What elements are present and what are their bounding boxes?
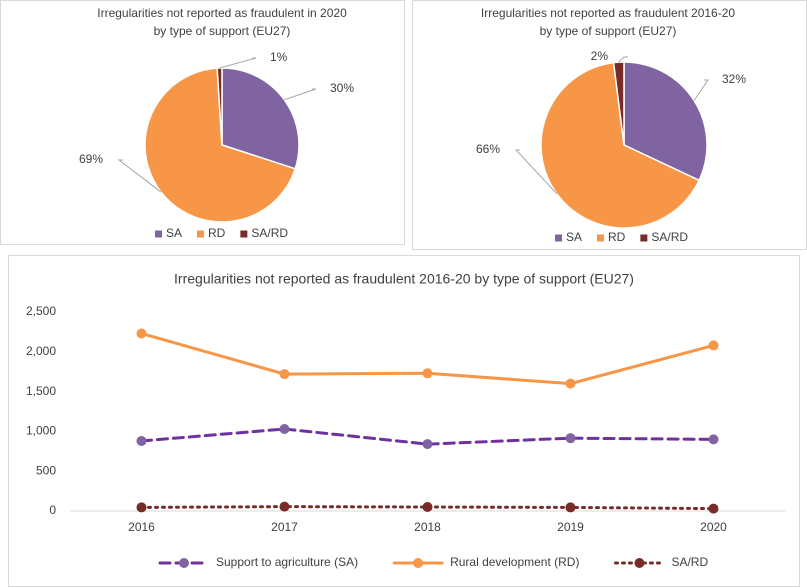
x-tick-label: 2016 bbox=[128, 520, 155, 534]
data-label: 66% bbox=[476, 142, 500, 156]
pie-slice bbox=[221, 67, 300, 170]
chart-title: Irregularities not reported as fraudulen… bbox=[174, 271, 634, 287]
data-point bbox=[422, 368, 433, 379]
leader-line bbox=[514, 149, 558, 195]
y-tick-label: 2,000 bbox=[26, 344, 56, 358]
y-tick-label: 0 bbox=[49, 503, 56, 517]
data-label: 32% bbox=[722, 72, 746, 86]
legend-swatch bbox=[555, 234, 562, 242]
chart-title: by type of support (EU27) bbox=[540, 24, 677, 38]
data-point bbox=[708, 434, 719, 445]
legend-label: Support to agriculture (SA) bbox=[216, 555, 358, 569]
legend-swatch bbox=[597, 234, 605, 242]
data-point bbox=[136, 328, 147, 339]
y-tick-label: 1,500 bbox=[26, 384, 56, 398]
y-tick-label: 500 bbox=[36, 463, 56, 477]
data-point bbox=[279, 501, 290, 512]
data-point bbox=[708, 503, 719, 514]
data-label: 2% bbox=[591, 49, 609, 63]
pie-slice bbox=[612, 61, 625, 146]
data-point bbox=[279, 424, 290, 435]
data-point bbox=[565, 502, 576, 513]
x-tick-label: 2020 bbox=[700, 520, 727, 534]
data-point bbox=[565, 378, 576, 389]
legend-swatch bbox=[155, 230, 162, 238]
chart-title: Irregularities not reported as fraudulen… bbox=[481, 6, 735, 20]
legend-label: SA/RD bbox=[251, 226, 288, 240]
legend-marker bbox=[179, 558, 189, 568]
legend-swatch bbox=[197, 230, 205, 238]
panel bbox=[8, 255, 800, 587]
leader-line bbox=[693, 79, 709, 101]
chart-title: Irregularities not reported as fraudulen… bbox=[97, 6, 347, 20]
leader-line bbox=[284, 88, 317, 101]
x-tick-label: 2019 bbox=[557, 520, 584, 534]
x-tick-label: 2017 bbox=[271, 520, 298, 534]
leader-line bbox=[219, 57, 257, 69]
data-point bbox=[422, 502, 433, 513]
legend-label: SA/RD bbox=[671, 555, 708, 569]
data-point bbox=[136, 435, 147, 446]
legend-marker bbox=[413, 558, 424, 568]
pie-slice bbox=[540, 61, 701, 229]
data-point bbox=[136, 502, 147, 513]
legend-label: SA/RD bbox=[651, 230, 688, 244]
legend-label: RD bbox=[208, 226, 226, 240]
data-point bbox=[422, 439, 433, 450]
data-label: 69% bbox=[79, 152, 103, 166]
legend-swatch bbox=[640, 234, 648, 242]
legend-label: SA bbox=[566, 230, 582, 244]
y-tick-label: 1,000 bbox=[26, 424, 56, 438]
data-point bbox=[279, 369, 290, 380]
legend-swatch bbox=[240, 230, 248, 238]
legend-label: Rural development (RD) bbox=[450, 555, 579, 569]
x-tick-label: 2018 bbox=[414, 520, 441, 534]
legend-label: RD bbox=[608, 230, 626, 244]
pie-slice bbox=[216, 67, 223, 146]
data-label: 1% bbox=[270, 50, 288, 64]
data-point bbox=[708, 340, 719, 351]
leader-line bbox=[117, 159, 162, 193]
legend-label: SA bbox=[166, 226, 182, 240]
leader-line bbox=[618, 56, 628, 63]
legend-marker bbox=[634, 558, 645, 568]
data-point bbox=[565, 433, 576, 444]
data-label: 30% bbox=[330, 81, 354, 95]
y-tick-label: 2,500 bbox=[26, 304, 56, 318]
chart-title: by type of support (EU27) bbox=[154, 24, 291, 38]
